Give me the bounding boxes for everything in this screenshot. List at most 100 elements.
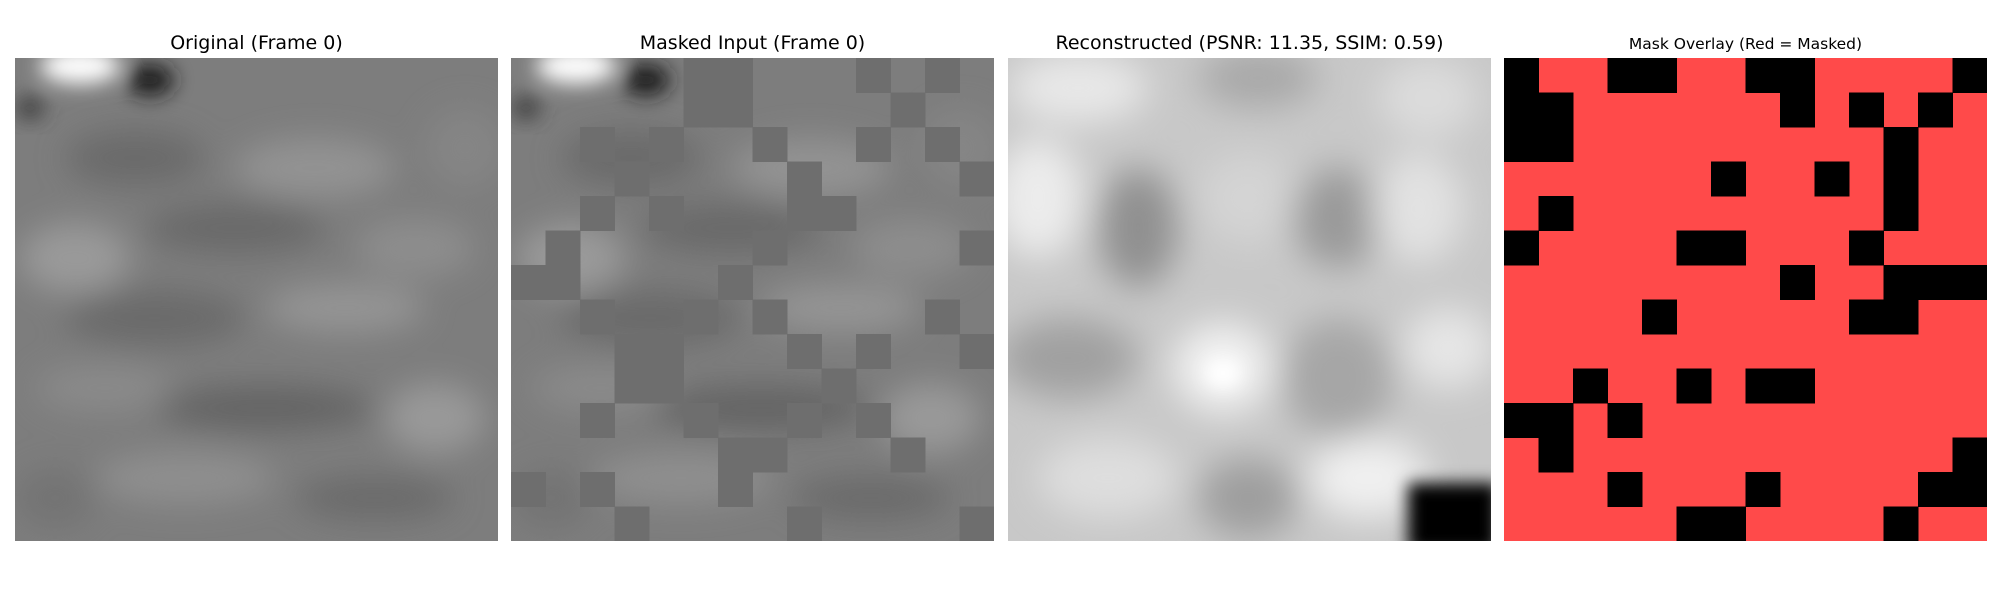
masked-patch — [856, 58, 891, 93]
masked-patch — [649, 196, 684, 231]
visible-patch — [1849, 299, 1884, 335]
visible-patch — [1538, 92, 1574, 128]
masked-patch — [752, 299, 788, 335]
visible-patch — [1607, 58, 1643, 93]
masked-patch — [787, 161, 822, 197]
visible-patch — [1676, 230, 1712, 266]
visible-patch — [1711, 230, 1746, 266]
masked-patch — [787, 196, 822, 231]
visible-patch — [1780, 58, 1815, 93]
masked-input-image — [511, 58, 994, 541]
visible-patch — [1849, 230, 1884, 266]
masked-patch — [718, 58, 753, 93]
masked-patch — [752, 127, 788, 162]
masked-patch — [614, 161, 650, 197]
masked-patch — [614, 506, 650, 541]
masked-patch — [683, 92, 719, 128]
visible-patch — [1883, 196, 1919, 231]
visible-patch — [1676, 506, 1712, 541]
masked-patch — [580, 196, 615, 231]
masked-patch — [580, 472, 615, 507]
visible-patch — [1780, 265, 1815, 300]
visible-patch — [1883, 506, 1919, 541]
masked-patch — [821, 368, 857, 404]
masked-patch — [683, 58, 719, 93]
masked-patch — [718, 265, 753, 300]
panel-title-reconstructed: Reconstructed (PSNR: 11.35, SSIM: 0.59) — [1055, 32, 1444, 54]
visible-patch — [1883, 127, 1919, 162]
masked-patch — [580, 127, 615, 162]
visible-patch — [1952, 472, 1987, 507]
masked-patch — [718, 472, 753, 507]
masked-patch — [752, 230, 788, 266]
masked-patch — [959, 161, 994, 197]
panel-title-masked-input: Masked Input (Frame 0) — [639, 32, 866, 54]
visible-patch — [1642, 58, 1677, 93]
masked-patch — [890, 92, 926, 128]
visible-patch — [1573, 368, 1608, 404]
masked-patch — [683, 299, 719, 335]
masked-patch — [959, 334, 994, 369]
visible-patch — [1711, 161, 1746, 197]
panel-masked-input: Masked Input (Frame 0) — [511, 0, 994, 600]
visible-patch — [1814, 161, 1850, 197]
visible-patch — [1883, 161, 1919, 197]
visible-patch — [1504, 58, 1539, 93]
visible-patch — [1883, 299, 1919, 335]
visible-patch — [1504, 230, 1539, 266]
masked-patch — [614, 368, 650, 404]
visible-patch — [1504, 92, 1539, 128]
visible-patch — [1538, 403, 1574, 438]
panel-title-original: Original (Frame 0) — [170, 32, 343, 54]
masked-patch — [718, 92, 753, 128]
masked-patch — [821, 196, 857, 231]
visible-patch — [1642, 299, 1677, 335]
panel-title-mask-overlay: Mask Overlay (Red = Masked) — [1628, 35, 1863, 53]
visible-patch — [1676, 368, 1712, 404]
masked-patch — [580, 299, 615, 335]
visible-patch — [1952, 265, 1987, 300]
masked-patch — [580, 403, 615, 438]
masked-patch — [925, 58, 960, 93]
panel-original: Original (Frame 0) — [15, 0, 498, 600]
masked-patch — [787, 334, 822, 369]
visible-patch — [1952, 437, 1987, 473]
original-frame-image — [15, 58, 498, 541]
masked-patch — [787, 506, 822, 541]
visible-patch — [1504, 403, 1539, 438]
visible-patch — [1780, 368, 1815, 404]
panel-reconstructed: Reconstructed (PSNR: 11.35, SSIM: 0.59) — [1008, 0, 1491, 600]
mask-overlay-image — [1504, 58, 1987, 541]
masked-patch — [856, 334, 891, 369]
masked-patch — [856, 403, 891, 438]
visible-patch — [1849, 92, 1884, 128]
visible-patch — [1745, 368, 1781, 404]
visible-patch — [1745, 58, 1781, 93]
visible-patch — [1607, 472, 1643, 507]
visible-patch — [1918, 472, 1953, 507]
masked-patch — [787, 403, 822, 438]
panel-mask-overlay: Mask Overlay (Red = Masked) — [1504, 0, 1987, 600]
visible-patch — [1918, 92, 1953, 128]
visible-patch — [1918, 265, 1953, 300]
masked-patch — [925, 299, 960, 335]
reconstructed-image — [1008, 58, 1491, 541]
masked-patch — [545, 265, 581, 300]
visible-patch — [1538, 127, 1574, 162]
visible-patch — [1504, 127, 1539, 162]
visible-patch — [1780, 92, 1815, 128]
visible-patch — [1538, 437, 1574, 473]
visible-patch — [1711, 506, 1746, 541]
masked-patch — [649, 334, 684, 369]
visible-patch — [1538, 196, 1574, 231]
visible-patch — [1745, 472, 1781, 507]
masked-patch — [511, 265, 546, 300]
masked-patch — [752, 437, 788, 473]
visible-patch — [1607, 403, 1643, 438]
masked-patch — [856, 127, 891, 162]
masked-patch — [511, 472, 546, 507]
visible-patch — [1883, 265, 1919, 300]
masked-patch — [959, 230, 994, 266]
masked-patch — [545, 230, 581, 266]
masked-patch — [718, 437, 753, 473]
